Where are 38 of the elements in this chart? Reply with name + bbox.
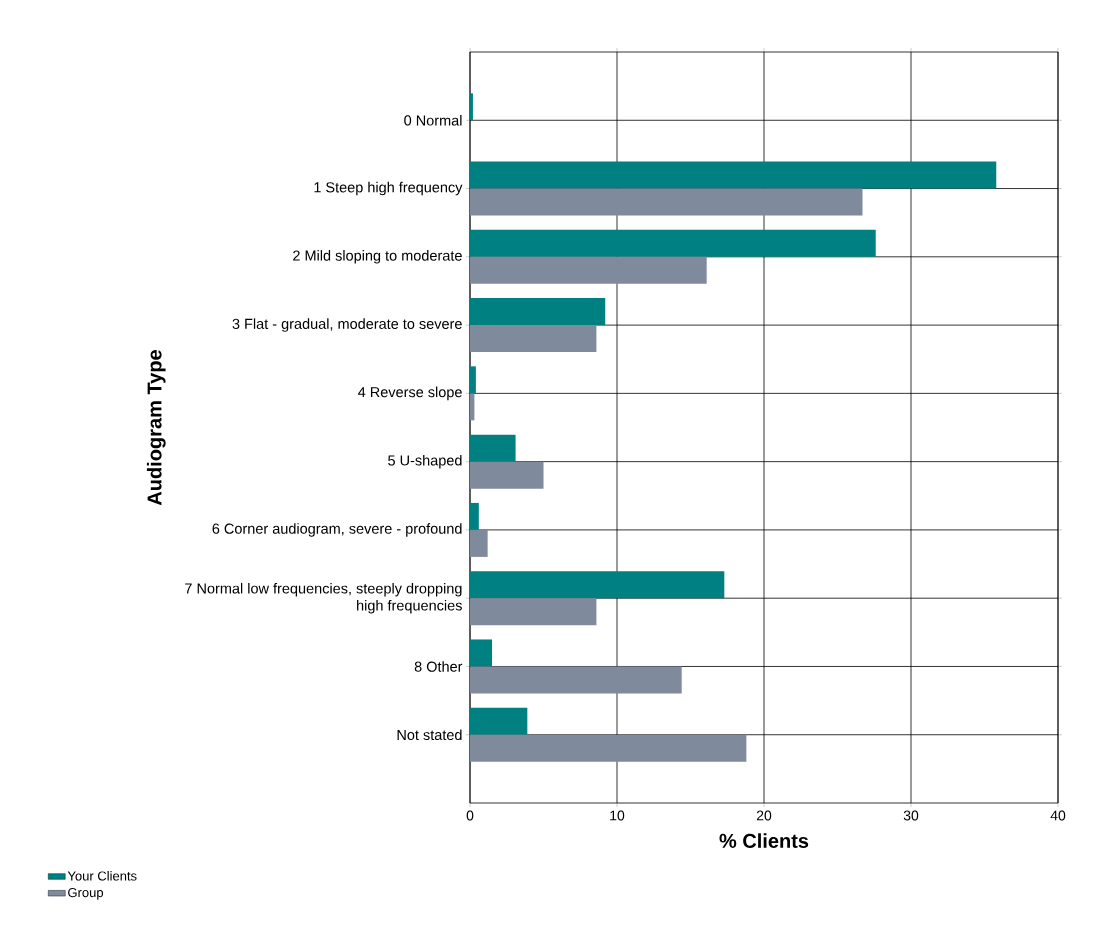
y-tick-label: Not stated xyxy=(397,729,462,741)
bar xyxy=(470,229,876,257)
y-tick-label: 2 Mild sloping to moderate xyxy=(293,250,462,264)
bar xyxy=(470,461,544,489)
bar xyxy=(470,734,747,762)
y-tick-label: 1 Steep high frequency xyxy=(314,181,463,196)
y-tick-label: 7 Normal low frequencies, steeply dropping high frequencies xyxy=(185,582,462,614)
bar xyxy=(470,666,682,694)
bar xyxy=(470,256,707,284)
bar xyxy=(470,639,493,667)
y-tick-label: 0 Normal xyxy=(404,114,462,126)
x-tick-label: 0 xyxy=(466,810,474,821)
x-tick-label: 40 xyxy=(1050,810,1066,821)
legend-label: Your Clients xyxy=(67,871,137,881)
bar xyxy=(470,434,516,462)
bar xyxy=(470,529,488,557)
bar xyxy=(470,502,479,530)
y-tick-label: 6 Corner audiogram, severe - profound xyxy=(212,523,462,537)
bar xyxy=(470,161,997,189)
y-tick-label: 8 Other xyxy=(414,661,463,672)
bar xyxy=(470,571,725,599)
y-tick-label: 3 Flat - gradual, moderate to severe xyxy=(232,318,462,332)
bar xyxy=(470,707,528,735)
bar xyxy=(470,598,597,626)
y-tick-label: 4 Reverse slope xyxy=(358,386,462,401)
bar xyxy=(470,325,597,353)
x-tick-label: 20 xyxy=(756,810,772,821)
bar xyxy=(470,188,863,216)
x-axis-title: % Clients xyxy=(719,833,809,848)
y-tick-label: 5 U-shaped xyxy=(388,454,462,469)
bar xyxy=(470,298,606,326)
x-tick-label: 30 xyxy=(903,810,919,821)
bar xyxy=(470,366,476,394)
y-axis-title: Audiogram Type xyxy=(146,350,166,506)
bar xyxy=(470,93,473,121)
x-tick-label: 10 xyxy=(610,810,625,821)
bar xyxy=(470,393,475,421)
legend-label: Group xyxy=(68,887,104,900)
